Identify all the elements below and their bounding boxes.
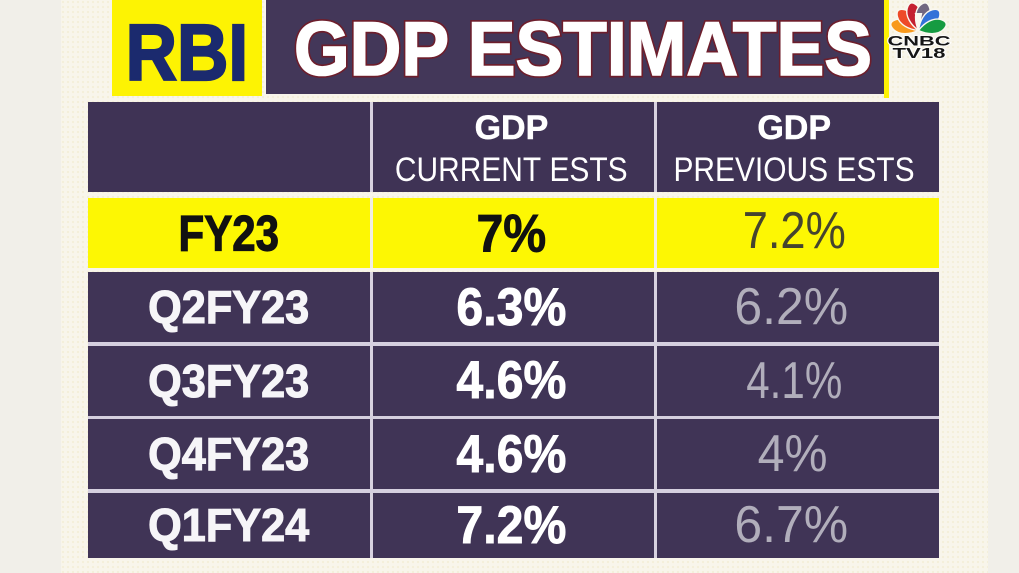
svg-text:GDP ESTIMATES: GDP ESTIMATES — [294, 7, 872, 92]
svg-text:CNBC: CNBC — [888, 33, 951, 49]
svg-text:GDP ESTIMATES: GDP ESTIMATES — [294, 7, 872, 92]
svg-text:TV18: TV18 — [893, 45, 946, 62]
